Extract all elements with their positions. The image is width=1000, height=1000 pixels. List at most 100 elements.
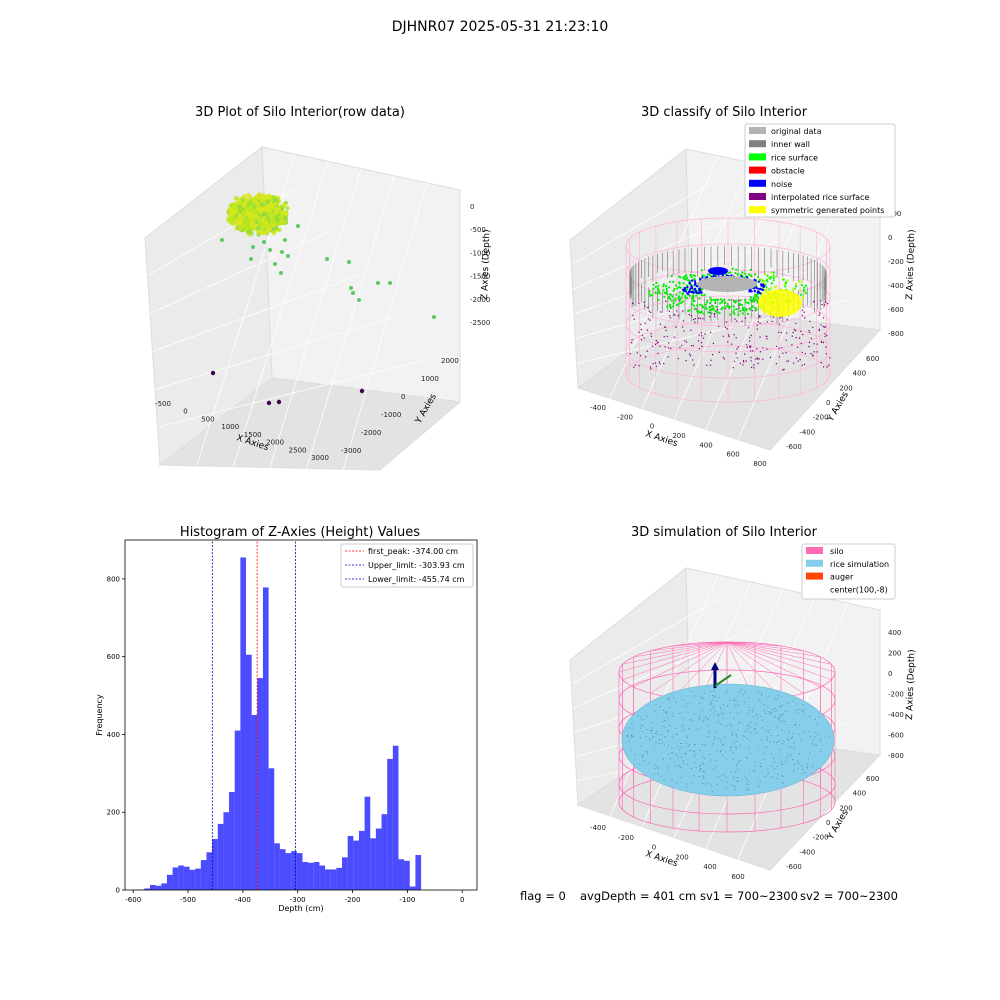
interpolated-point: [749, 345, 751, 347]
mesh-point: [749, 752, 751, 755]
interpolated-point: [750, 360, 752, 362]
mesh-point: [746, 778, 748, 780]
mesh-point: [733, 717, 735, 719]
x-tick-labels: -400 -200 0 200 400 600 800: [590, 404, 767, 468]
rice-surface-point: [749, 298, 752, 301]
y-tick-label: -600: [786, 443, 802, 451]
x-tick-label: 0: [460, 896, 464, 904]
rice-surface-point: [649, 294, 652, 297]
mesh-point: [734, 789, 736, 791]
legend-label: center(100,-8): [830, 585, 888, 594]
rice-surface-point: [710, 299, 713, 302]
mesh-point: [752, 711, 754, 713]
mesh-point: [673, 761, 675, 763]
rice-surface-point: [687, 279, 690, 282]
mesh-point: [699, 770, 701, 772]
noise-point: [763, 285, 766, 288]
mesh-point: [693, 713, 695, 715]
mesh-point: [792, 736, 794, 738]
mesh-point: [714, 730, 716, 732]
mesh-point: [755, 714, 757, 716]
mesh-point: [729, 712, 731, 714]
mesh-point: [747, 789, 749, 791]
mesh-point: [754, 764, 756, 767]
mesh-point: [698, 716, 700, 718]
rice-surface-point: [662, 285, 665, 288]
data-point: [247, 211, 252, 217]
legend-swatch: [749, 206, 766, 214]
mesh-point: [660, 775, 662, 777]
data-point: [261, 215, 267, 220]
interpolated-point: [683, 330, 685, 332]
mesh-point: [756, 717, 758, 719]
legend-label: Lower_limit: -455.74 cm: [368, 575, 465, 584]
rice-surface-point: [775, 285, 778, 288]
histogram-bar: [302, 862, 309, 890]
interpolated-point: [804, 353, 807, 355]
interpolated-point: [810, 352, 812, 355]
data-point: [349, 286, 353, 290]
z-tick-label: -400: [888, 711, 904, 719]
mesh-point: [645, 750, 647, 752]
mesh-point: [733, 776, 735, 778]
mesh-point: [655, 704, 657, 706]
mesh-point: [735, 699, 737, 701]
histogram-bar: [308, 862, 314, 890]
interpolated-point: [711, 354, 714, 356]
data-point: [250, 213, 256, 218]
interpolated-point: [820, 341, 823, 343]
mesh-point: [646, 751, 648, 753]
histogram-bar: [392, 745, 399, 890]
mesh-point: [786, 756, 788, 758]
mesh-point: [804, 772, 806, 774]
mesh-point: [729, 723, 731, 725]
mesh-point: [641, 719, 643, 721]
rice-simulation-surface: [621, 683, 835, 797]
mesh-point: [723, 773, 725, 775]
data-point: [241, 194, 247, 199]
mesh-point: [792, 700, 794, 702]
rice-surface-point: [754, 273, 757, 276]
y-tick-label: -400: [799, 848, 815, 856]
rice-surface-point: [800, 280, 804, 283]
data-point: [269, 202, 275, 208]
rice-surface-point: [709, 296, 712, 299]
rice-surface-point: [733, 308, 736, 311]
legend-label: first_peak: -374.00 cm: [368, 547, 458, 556]
mesh-point: [816, 723, 818, 725]
noise-point: [694, 281, 697, 285]
interpolated-point: [730, 343, 733, 345]
mesh-point: [631, 727, 633, 729]
legend-label: silo: [830, 547, 844, 556]
interpolated-point: [698, 334, 700, 336]
rice-surface-point: [678, 295, 681, 298]
mesh-point: [743, 735, 745, 737]
mesh-point: [720, 713, 722, 715]
y-tick-label: 600: [866, 775, 879, 783]
interpolated-point: [657, 352, 659, 355]
data-point: [347, 260, 351, 264]
rice-surface-point: [652, 283, 655, 286]
interpolated-point: [673, 314, 676, 316]
x-tick-label: -200: [618, 834, 634, 842]
mesh-point: [746, 724, 748, 726]
mesh-point: [700, 768, 702, 770]
rice-surface-point: [772, 271, 775, 274]
data-point: [256, 230, 261, 235]
y-axis-label: Frequency: [95, 694, 104, 736]
panel4-title: 3D simulation of Silo Interior: [631, 525, 818, 540]
mesh-point: [709, 704, 711, 706]
mesh-point: [664, 735, 666, 738]
mesh-point: [802, 768, 804, 770]
interpolated-point: [728, 335, 730, 338]
rice-surface-point: [750, 300, 753, 303]
rice-surface-point: [760, 291, 764, 294]
mesh-point: [664, 711, 666, 713]
mesh-point: [781, 704, 783, 706]
mesh-point: [809, 753, 811, 755]
mesh-point: [693, 775, 695, 777]
interpolated-point: [753, 367, 755, 369]
interpolated-point: [766, 348, 768, 350]
mesh-point: [654, 710, 656, 713]
rice-surface-point: [792, 287, 795, 290]
